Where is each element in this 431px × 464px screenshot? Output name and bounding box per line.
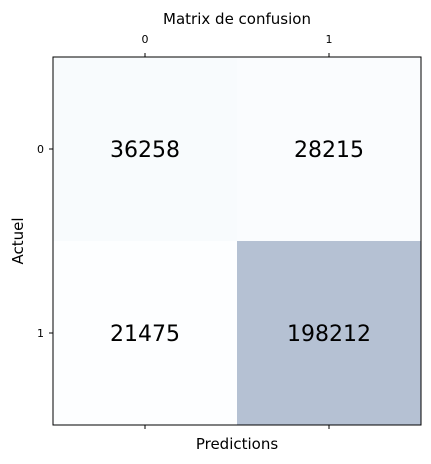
heatmap-cell (237, 57, 421, 241)
x-tick-label: 0 (142, 33, 149, 46)
chart-title: Matrix de confusion (163, 10, 311, 28)
cell-value-label: 198212 (287, 322, 371, 347)
x-axis-label: Predictions (196, 435, 279, 453)
heatmap-cells: 36258 28215 21475 198212 (53, 57, 421, 425)
plot-frame (52, 56, 422, 426)
cell-value-label: 28215 (294, 138, 364, 163)
axis-ticks: 0 1 0 1 (37, 33, 333, 429)
cell-value-label: 21475 (110, 322, 180, 347)
y-axis-label: Actuel (9, 217, 27, 264)
heatmap-cell (53, 241, 237, 425)
heatmap-cell (237, 241, 421, 425)
y-tick-label: 0 (37, 143, 44, 156)
heatmap-cell (53, 57, 237, 241)
y-tick-label: 1 (37, 327, 44, 340)
x-tick-label: 1 (326, 33, 333, 46)
cell-value-label: 36258 (110, 138, 180, 163)
